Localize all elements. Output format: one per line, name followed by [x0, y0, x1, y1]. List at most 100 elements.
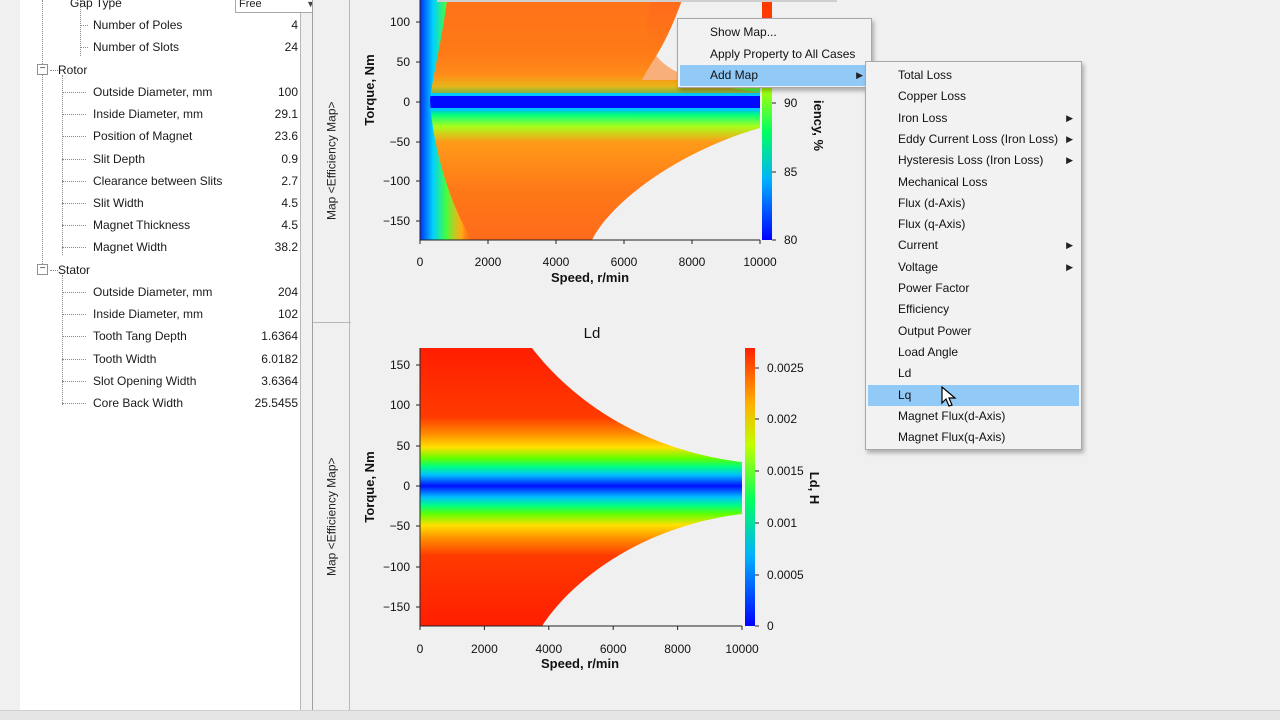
submenu-item-voltage[interactable]: Voltage ▶ [868, 257, 1079, 278]
chevron-down-icon: ▼ [306, 0, 315, 9]
property-row[interactable]: Slit Depth 0.9 [20, 148, 301, 170]
property-label: Position of Magnet [93, 129, 193, 144]
property-value[interactable]: 23.6 [274, 129, 298, 144]
property-value[interactable]: 2.7 [281, 173, 298, 188]
property-label: Clearance between Slits [93, 173, 223, 188]
property-row[interactable]: Clearance between Slits 2.7 [20, 170, 301, 192]
menu-item-apply-property[interactable]: Apply Property to All Cases [680, 44, 869, 65]
property-row[interactable]: Outside Diameter, mm 204 [20, 281, 301, 303]
property-label: Slot Opening Width [93, 373, 197, 388]
property-label: Inside Diameter, mm [93, 307, 204, 322]
submenu-item-magnet-flux-q-axis[interactable]: Magnet Flux(q-Axis) [868, 427, 1079, 448]
menu-item-label: Lq [898, 387, 912, 402]
property-row[interactable]: Magnet Thickness 4.5 [20, 214, 301, 236]
status-bar [0, 710, 1280, 720]
tree-row-gap-type[interactable]: Gap Type [20, 0, 301, 14]
property-row[interactable]: Tooth Width 6.0182 [20, 348, 301, 370]
tree-section-stator[interactable]: Stator [20, 259, 220, 281]
submenu-item-output-power[interactable]: Output Power [868, 321, 1079, 342]
property-value[interactable]: 4 [291, 18, 298, 32]
property-label: Core Back Width [93, 396, 184, 410]
submenu-item-efficiency[interactable]: Efficiency [868, 299, 1079, 320]
property-row[interactable]: Slot Opening Width 3.6364 [20, 370, 301, 392]
submenu-item-flux-q-axis[interactable]: Flux (q-Axis) [868, 214, 1079, 235]
property-value[interactable]: 1.6364 [261, 329, 298, 344]
colorbar-tick-label: 0.001 [767, 516, 797, 530]
property-value[interactable]: 24 [284, 40, 298, 55]
collapse-icon[interactable]: − [37, 64, 48, 75]
submenu-item-power-factor[interactable]: Power Factor [868, 278, 1079, 299]
submenu-item-load-angle[interactable]: Load Angle [868, 342, 1079, 363]
property-row[interactable]: Inside Diameter, mm 102 [20, 303, 301, 325]
property-value[interactable]: 6.0182 [261, 351, 298, 366]
property-value[interactable]: 100 [277, 85, 298, 99]
property-row[interactable]: Outside Diameter, mm 100 [20, 81, 301, 103]
colorbar-tick-label: 85 [784, 165, 798, 179]
property-value[interactable]: 3.6364 [261, 373, 298, 388]
tree-line [42, 0, 43, 270]
property-row[interactable]: Number of Slots 24 [20, 36, 301, 58]
property-value[interactable]: 29.1 [274, 107, 298, 122]
property-value[interactable]: 38.2 [274, 240, 298, 255]
property-row[interactable]: Inside Diameter, mm 29.1 [20, 103, 301, 125]
y-tick-label: 100 [390, 398, 410, 412]
property-label: Number of Slots [93, 40, 180, 55]
tree-section-rotor[interactable]: Rotor [20, 59, 220, 81]
collapse-icon[interactable]: − [37, 264, 48, 275]
property-value[interactable]: 4.5 [281, 218, 298, 233]
tree-line [62, 180, 86, 182]
map-tab-bottom[interactable]: Map <Efficiency Map> [313, 323, 350, 710]
menu-item-label: Show Map... [710, 25, 777, 39]
property-label: Magnet Width [93, 240, 168, 255]
tree-line [80, 47, 88, 49]
property-row[interactable]: Number of Poles 4 [20, 14, 301, 36]
colorbar-tick-label: 0 [767, 619, 774, 633]
mouse-cursor-icon [941, 386, 957, 407]
property-label: Outside Diameter, mm [93, 285, 213, 299]
submenu-arrow-icon: ▶ [856, 70, 863, 80]
menu-item-label: Output Power [898, 323, 972, 338]
menu-item-label: Voltage [898, 259, 939, 274]
divider [313, 322, 351, 323]
property-value[interactable]: 0.9 [281, 151, 298, 166]
tree-line [62, 75, 63, 255]
gap-type-dropdown[interactable]: Free ▼ [235, 0, 319, 13]
tree-line [62, 275, 63, 405]
property-row[interactable]: Core Back Width 25.5455 [20, 392, 301, 414]
submenu-item-lq[interactable]: Lq [868, 384, 1079, 406]
property-row[interactable]: Magnet Width 38.2 [20, 236, 301, 258]
menu-item-show-map[interactable]: Show Map... [680, 22, 869, 43]
property-row[interactable]: Tooth Tang Depth 1.6364 [20, 325, 301, 347]
prop-label: Gap Type [70, 0, 122, 10]
submenu-item-iron-loss[interactable]: Iron Loss ▶ [868, 108, 1079, 129]
property-value[interactable]: 102 [277, 307, 298, 322]
ld-map-plot[interactable]: Ld 0 2000 4000 6000 8000 10000 150 100 50 0 −50 −10… [352, 320, 842, 680]
y-axis-label: Torque, Nm [362, 54, 377, 125]
map-tab-top[interactable]: Map <Efficiency Map> [313, 0, 350, 322]
submenu-item-copper-loss[interactable]: Copper Loss [868, 86, 1079, 107]
submenu-item-magnet-flux-d-axis[interactable]: Magnet Flux(d-Axis) [868, 406, 1079, 427]
tree-line [62, 314, 86, 316]
y-tick-label: 100 [390, 15, 410, 29]
submenu-item-eddy-current-loss-iron-loss[interactable]: Eddy Current Loss (Iron Loss) ▶ [868, 129, 1079, 150]
section-label: Stator [58, 263, 91, 277]
property-value[interactable]: 4.5 [281, 196, 298, 210]
property-value[interactable]: 25.5455 [254, 396, 298, 410]
submenu-item-total-loss[interactable]: Total Loss [868, 65, 1079, 86]
property-value[interactable]: 204 [277, 285, 298, 299]
property-row[interactable]: Slit Width 4.5 [20, 192, 301, 214]
submenu-item-hysteresis-loss-iron-loss[interactable]: Hysteresis Loss (Iron Loss) ▶ [868, 150, 1079, 171]
tree-line [62, 92, 86, 93]
menu-item-label: Efficiency [898, 302, 950, 317]
menu-item-label: Mechanical Loss [898, 174, 988, 189]
submenu-item-current[interactable]: Current ▶ [868, 235, 1079, 256]
property-row[interactable]: Position of Magnet 23.6 [20, 125, 301, 147]
submenu-item-ld[interactable]: Ld [868, 363, 1079, 384]
menu-shadow-strip [437, 0, 837, 2]
efficiency-map-plot[interactable]: 0 2000 4000 6000 8000 10000 100 50 0 −50 −100 −150 9… [352, 0, 842, 300]
menu-item-label: Ld [898, 366, 912, 381]
y-tick-label: 150 [390, 358, 410, 372]
menu-item-add-map[interactable]: Add Map ▶ [680, 65, 869, 86]
submenu-item-mechanical-loss[interactable]: Mechanical Loss [868, 172, 1079, 193]
submenu-item-flux-d-axis[interactable]: Flux (d-Axis) [868, 193, 1079, 214]
